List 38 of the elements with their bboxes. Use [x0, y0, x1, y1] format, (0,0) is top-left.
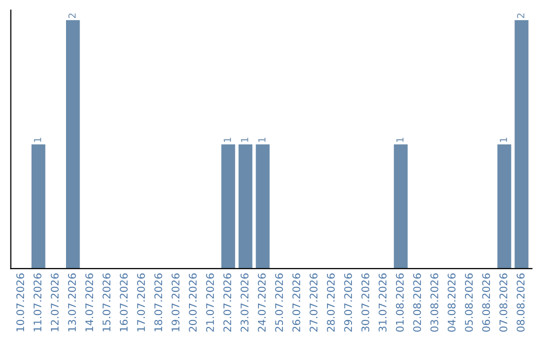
x-tick-label: 10.07.2026 [16, 273, 24, 332]
data-label: 1 [224, 138, 231, 142]
x-tick-label: 05.08.2026 [464, 273, 473, 332]
x-tick-label: 13.07.2026 [68, 273, 76, 332]
x-tick-label: 23.07.2026 [240, 273, 248, 332]
x-tick-label: 08.08.2026 [516, 273, 525, 332]
x-tick-label: 26.07.2026 [292, 273, 300, 332]
x-tick-label: 28.07.2026 [326, 273, 335, 332]
x-tick-label: 01.08.2026 [396, 273, 404, 332]
x-tick-label: 30.07.2026 [361, 273, 370, 332]
x-tick-label: 20.07.2026 [188, 273, 197, 332]
x-tick-label: 18.07.2026 [154, 273, 162, 332]
x-tick-label: 29.07.2026 [344, 273, 352, 332]
x-tick-label: 24.07.2026 [258, 273, 266, 332]
data-label: 2 [68, 14, 76, 18]
x-tick-label: 22.07.2026 [223, 273, 232, 332]
x-tick-label: 11.07.2026 [34, 273, 42, 332]
x-tick-label: 04.08.2026 [448, 273, 456, 332]
x-tick-label: 06.08.2026 [482, 273, 490, 332]
x-tick-label: 12.07.2026 [50, 273, 59, 332]
x-tick-label: 25.07.2026 [275, 273, 283, 332]
x-tick-label: 02.08.2026 [413, 273, 422, 332]
x-tick-label: 03.08.2026 [430, 273, 438, 332]
x-tick-label: 15.07.2026 [102, 273, 110, 332]
data-label: 1 [34, 138, 42, 142]
data-label: 1 [258, 138, 266, 142]
data-label: 2 [517, 14, 524, 18]
data-label: 1 [241, 138, 248, 142]
x-tick-label: 07.08.2026 [499, 273, 508, 332]
x-tick-label: 21.07.2026 [206, 273, 214, 332]
x-tick-label: 19.07.2026 [172, 273, 180, 332]
x-tick-label: 31.07.2026 [378, 273, 387, 332]
x-tick-label: 27.07.2026 [310, 273, 318, 332]
data-label: 1 [500, 138, 507, 142]
x-tick-label: 16.07.2026 [120, 273, 128, 332]
data-label: 1 [396, 138, 404, 142]
x-tick-label: 17.07.2026 [137, 273, 145, 332]
x-tick-label: 14.07.2026 [85, 273, 94, 332]
